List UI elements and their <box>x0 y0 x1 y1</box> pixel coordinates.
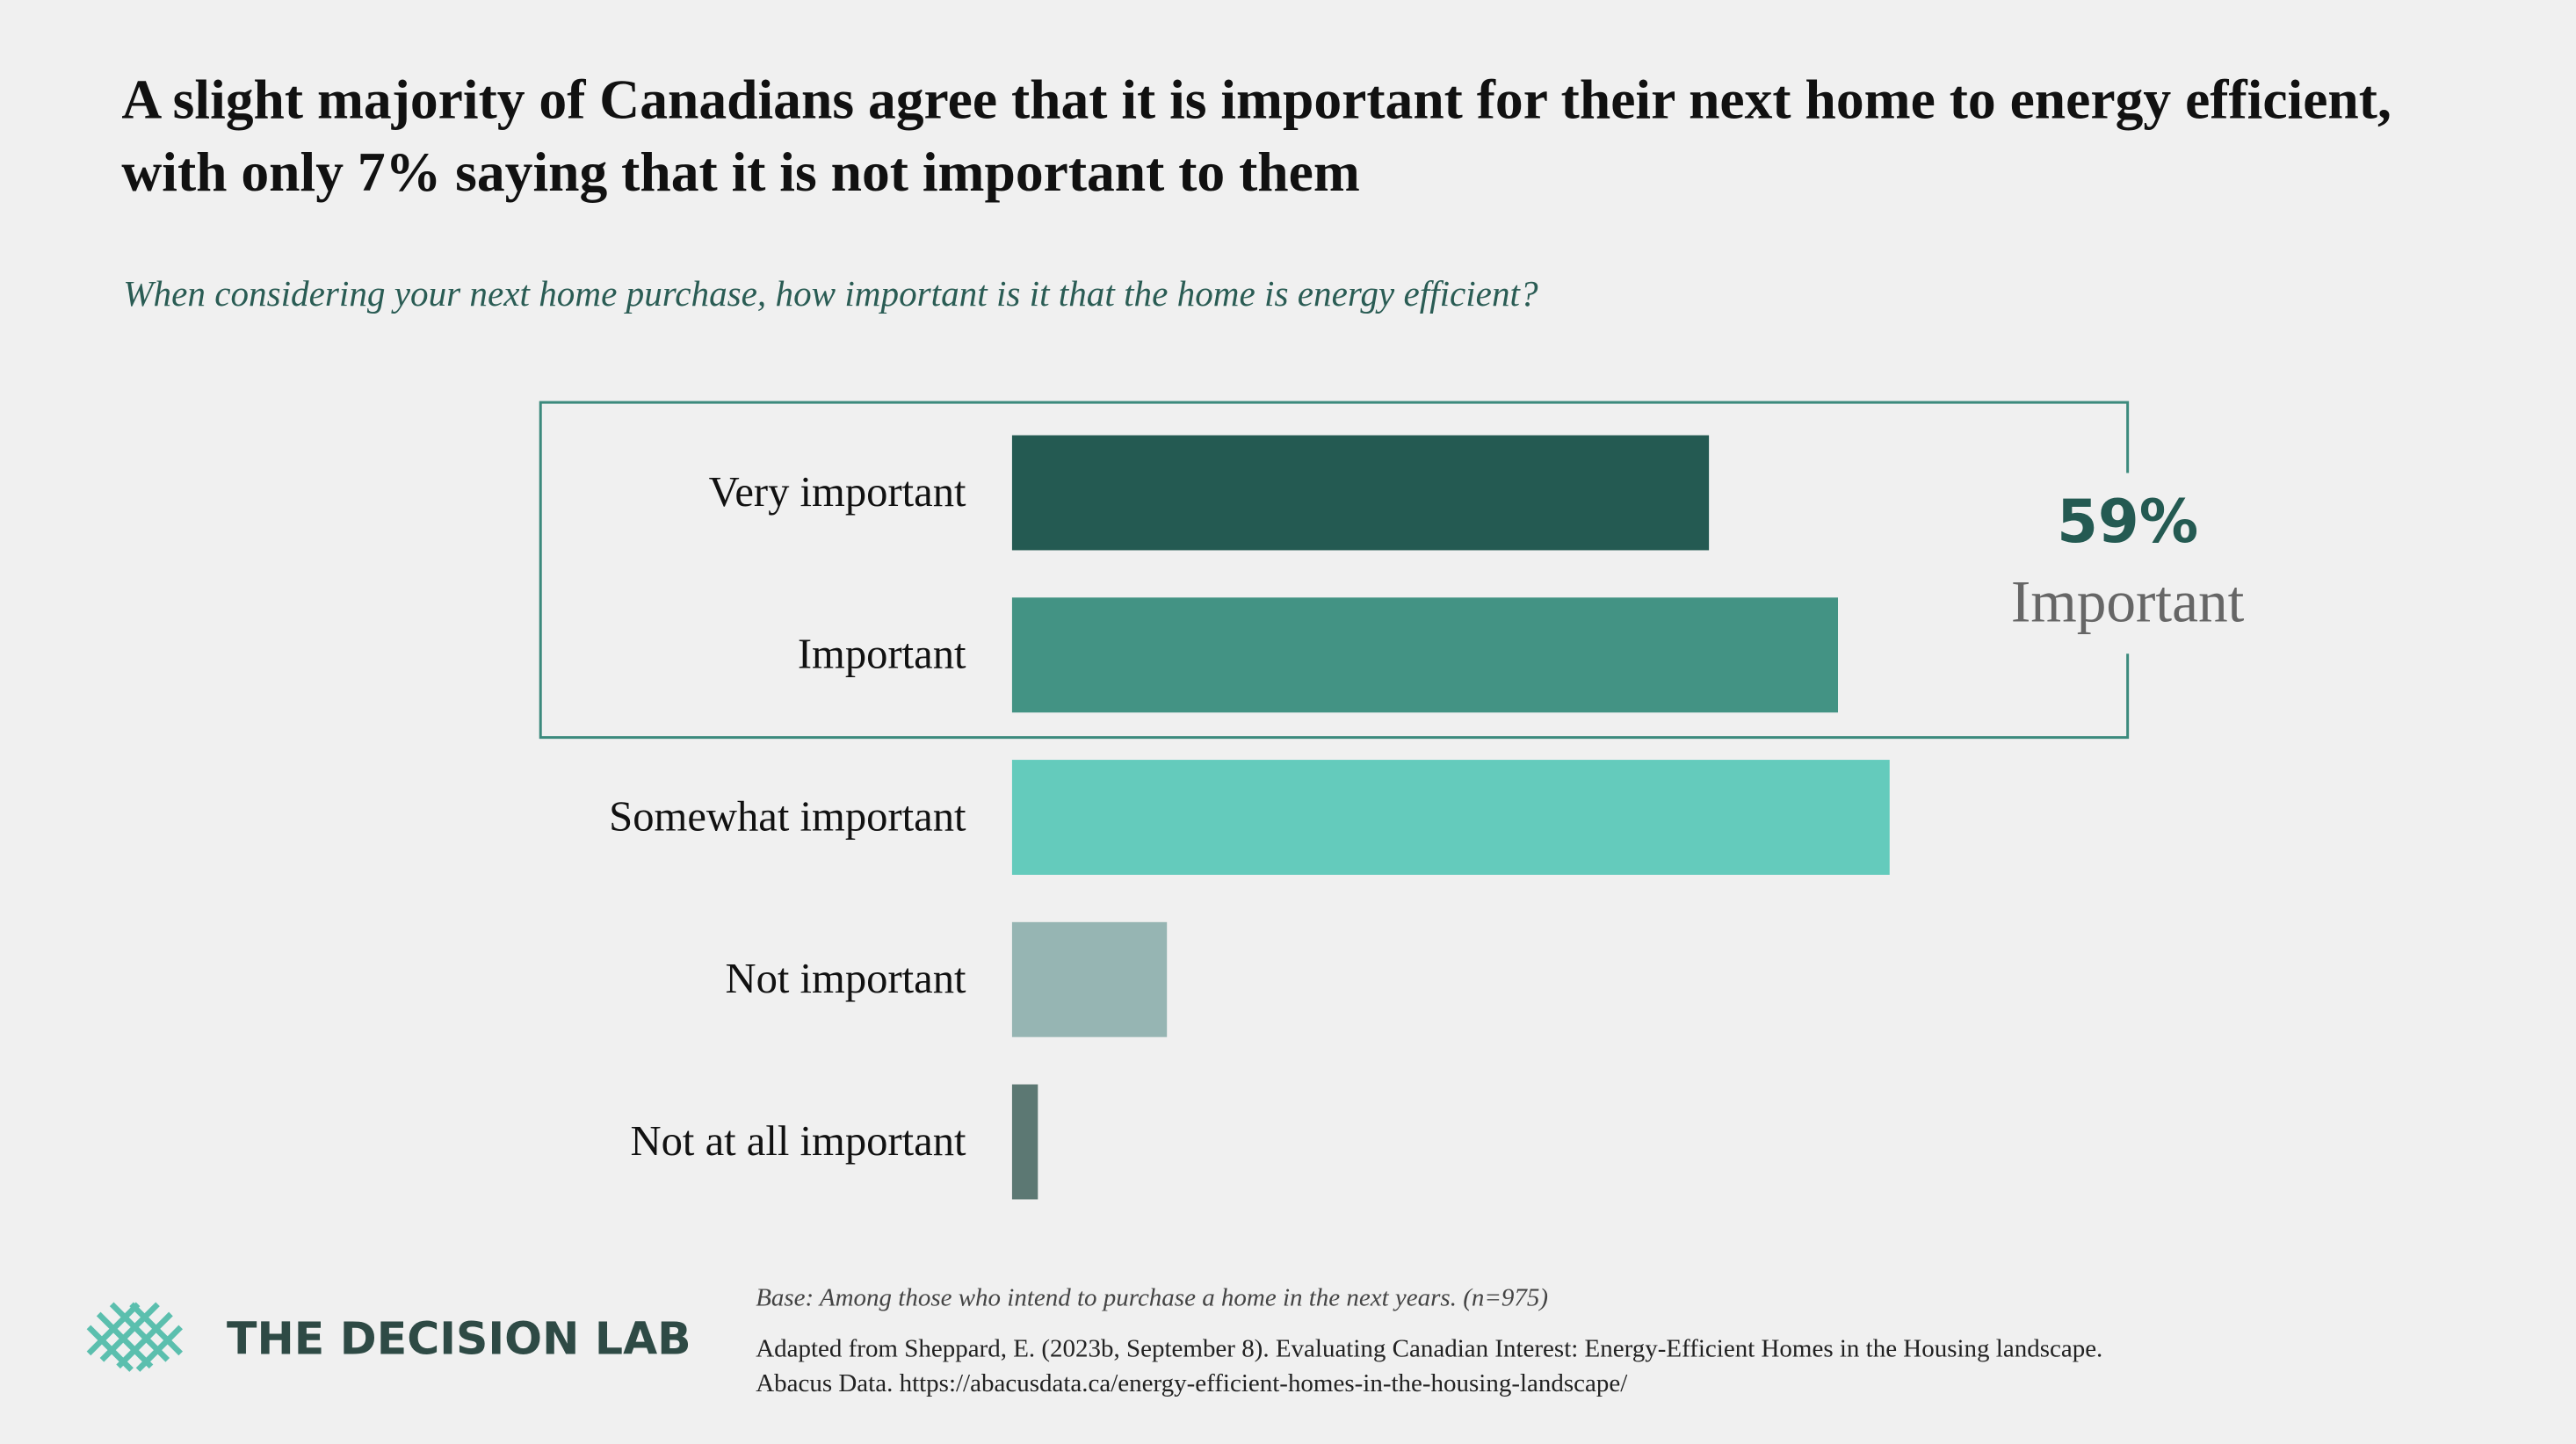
bar <box>1011 435 1710 551</box>
base-note: Base: Among those who intend to purchase… <box>756 1284 1549 1313</box>
category-label: Very important <box>709 468 966 516</box>
bar <box>1011 760 1890 875</box>
bracket-label: 59% <box>2057 487 2198 556</box>
source-line: Abacus Data. https://abacusdata.ca/energ… <box>756 1369 1628 1398</box>
brand: THE DECISION LAB <box>227 1312 691 1364</box>
chart-subtitle: When considering your next home purchase… <box>123 272 1538 314</box>
category-label: Not important <box>725 955 966 1002</box>
category-label: Not at all important <box>631 1117 967 1165</box>
category-label: Somewhat important <box>609 792 966 840</box>
category-label: Important <box>798 631 966 678</box>
bracket-box <box>539 401 2130 740</box>
bracket-caption: Important <box>2011 568 2245 634</box>
bar <box>1011 1084 1038 1200</box>
chart-title: A slight majority of Canadians agree tha… <box>121 70 2391 204</box>
bar <box>1011 921 1168 1037</box>
bar <box>1011 597 1839 713</box>
logo <box>86 1302 184 1372</box>
source-line: Adapted from Sheppard, E. (2023b, Septem… <box>756 1335 2103 1364</box>
